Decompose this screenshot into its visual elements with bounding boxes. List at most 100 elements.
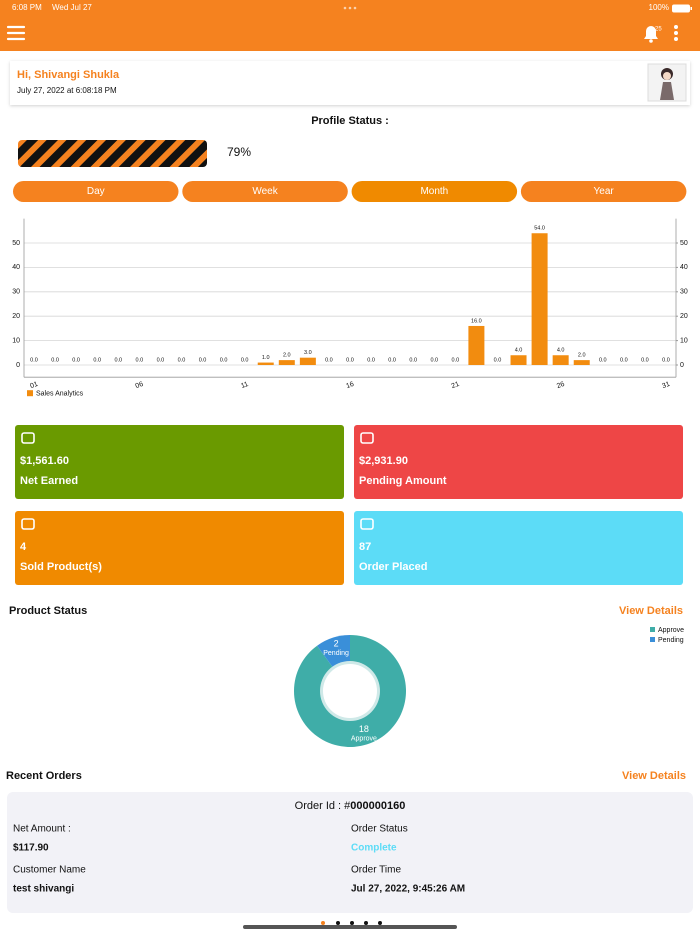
x-tick-label: 06: [135, 381, 145, 390]
value-label: 0.0: [641, 357, 649, 363]
greeting-card: [10, 61, 690, 105]
stat-icon: [360, 432, 374, 444]
tab[interactable]: [351, 181, 518, 202]
legend-label: Approve: [658, 627, 684, 634]
value-label: 0.0: [367, 357, 375, 363]
slice-label: Pending: [323, 650, 349, 657]
profile-status-label: Profile Status :: [311, 115, 389, 127]
bar: [278, 360, 295, 365]
value-label: 0.0: [452, 357, 460, 363]
y-tick-label: 10: [12, 337, 20, 344]
battery-level: 100%: [649, 3, 669, 12]
value-label: 16.0: [471, 318, 482, 324]
value-label: 4.0: [557, 348, 565, 354]
menu-button[interactable]: [6, 25, 26, 41]
order-id-label: Order Id : #: [295, 800, 352, 812]
y2-tick-label: 40: [680, 264, 688, 271]
value-label: 0.0: [157, 357, 165, 363]
value-label: 2.0: [283, 353, 291, 359]
section-title: Product Status: [9, 605, 87, 617]
bar: [573, 360, 590, 365]
value-label: 0.0: [430, 357, 438, 363]
value-label: 1.0: [262, 355, 270, 361]
stat-card[interactable]: [354, 425, 683, 499]
bar: [468, 325, 485, 365]
value-label: 0.0: [72, 357, 80, 363]
net-amount: $117.90: [13, 843, 49, 854]
notification-badge: 25: [655, 27, 662, 33]
value-label: 4.0: [515, 348, 523, 354]
tab[interactable]: [182, 181, 348, 202]
view-details-link[interactable]: View Details: [619, 605, 683, 617]
value-label: 0.0: [388, 357, 396, 363]
stat-value: 4: [20, 541, 27, 553]
stat-value: $2,931.90: [359, 455, 408, 467]
value-label: 0.0: [51, 357, 59, 363]
stat-value: $1,561.60: [20, 455, 69, 467]
status-date: Wed Jul 27: [52, 3, 92, 12]
page-indicator: [321, 921, 382, 925]
y2-tick-label: 30: [680, 289, 688, 296]
x-tick-label: 11: [240, 381, 249, 390]
customer-name: test shivangi: [13, 884, 74, 895]
y2-tick-label: 50: [680, 240, 688, 247]
multitask-dots: [343, 6, 357, 10]
value-label: 0.0: [346, 357, 354, 363]
order-id-value: 000000160: [350, 800, 405, 812]
y2-tick-label: 20: [680, 313, 688, 320]
stat-card[interactable]: [15, 511, 344, 585]
x-tick-label: 31: [661, 381, 671, 390]
greeting-date: July 27, 2022 at 6:08:18 PM: [17, 86, 117, 95]
y2-tick-label: 10: [680, 337, 688, 344]
value-label: 2.0: [578, 353, 586, 359]
value-label: 0.0: [325, 357, 333, 363]
user-name: Hi, Shivangi Shukla: [17, 69, 120, 81]
bar: [299, 357, 316, 365]
donut-hole: [323, 664, 377, 718]
field-label: Customer Name: [13, 865, 86, 876]
stat-card[interactable]: [354, 511, 683, 585]
notification-button[interactable]: 25: [644, 26, 662, 43]
slice-value: 2: [334, 639, 339, 649]
legend-swatch: [650, 637, 655, 642]
tab-label[interactable]: Week: [252, 186, 278, 197]
value-label: 0.0: [178, 357, 186, 363]
stat-label: Order Placed: [359, 561, 427, 573]
value-label: 0.0: [220, 357, 228, 363]
bar: [257, 362, 274, 365]
tab[interactable]: [13, 181, 179, 202]
bar: [552, 355, 569, 365]
x-tick-label: 16: [345, 381, 355, 390]
value-label: 3.0: [304, 350, 312, 356]
tab-label[interactable]: Month: [420, 186, 448, 197]
slice-value: 18: [359, 724, 369, 734]
y-tick-label: 30: [12, 289, 20, 296]
x-tick-label: 21: [451, 381, 461, 390]
x-tick-label: 01: [29, 381, 39, 390]
order-card[interactable]: [7, 792, 693, 913]
more-button[interactable]: [674, 25, 678, 41]
legend-swatch: [650, 627, 655, 632]
y-tick-label: 0: [16, 362, 20, 369]
stat-label: Net Earned: [20, 475, 78, 487]
field-label: Order Status: [351, 824, 408, 835]
avatar: [647, 63, 687, 102]
y-tick-label: 40: [12, 264, 20, 271]
profile-status-value: 79%: [227, 145, 251, 159]
tab[interactable]: [520, 181, 687, 202]
view-details-link[interactable]: View Details: [622, 770, 686, 782]
tab-label[interactable]: Year: [594, 186, 615, 197]
tab-label[interactable]: Day: [87, 186, 105, 197]
value-label: 0.0: [409, 357, 417, 363]
stat-label: Sold Product(s): [20, 561, 102, 573]
bar: [510, 355, 527, 365]
stat-label: Pending Amount: [359, 475, 447, 487]
bar: [531, 233, 548, 365]
y-tick-label: 20: [12, 313, 20, 320]
stat-card[interactable]: [15, 425, 344, 499]
stat-icon: [21, 518, 35, 530]
value-label: 0.0: [599, 357, 607, 363]
